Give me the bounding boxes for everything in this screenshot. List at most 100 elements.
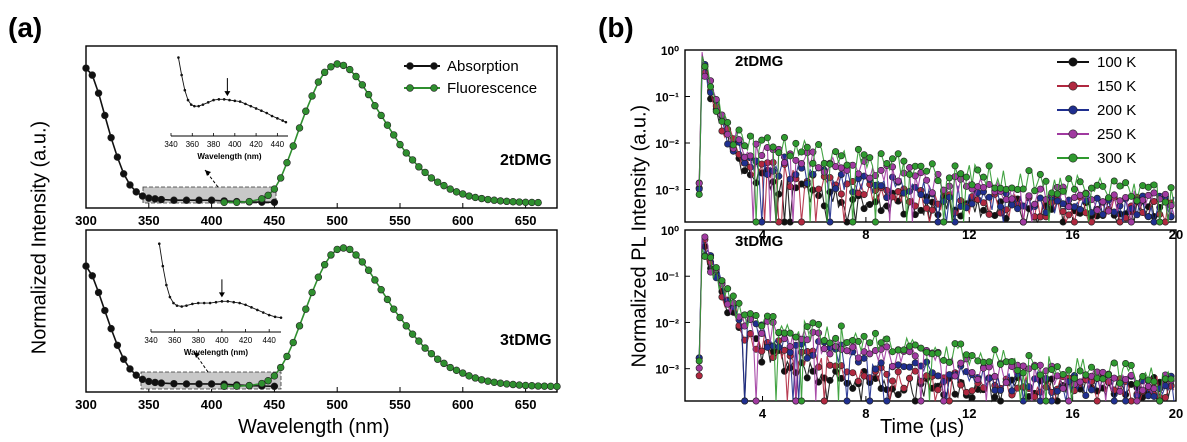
a-bottom-absorption-point xyxy=(126,365,134,373)
a-bottom-fluorescence-point xyxy=(452,366,461,375)
b-bottom-point xyxy=(934,349,942,357)
a-top-fluorescence-point xyxy=(477,194,486,203)
a-top-inset-tick-label: 360 xyxy=(186,140,200,149)
a-top-fluorescence-point xyxy=(383,121,392,129)
b-bottom-point xyxy=(695,364,703,372)
b-top-point xyxy=(752,179,760,187)
b-top-point xyxy=(786,152,794,160)
b-bottom-point xyxy=(889,362,897,370)
a-legend-label: Fluorescence xyxy=(447,80,537,97)
a-bottom-fluorescence-point xyxy=(540,382,549,390)
b-bottom-point xyxy=(1093,397,1101,405)
b-top-point xyxy=(1008,201,1016,209)
b-top-point xyxy=(741,159,749,167)
b-bottom-point xyxy=(815,363,823,371)
b-bottom-point xyxy=(962,351,970,359)
b-top-point xyxy=(940,218,948,226)
b-top-point xyxy=(917,191,925,199)
b-top-frame xyxy=(684,49,1177,223)
b-top-point xyxy=(741,167,749,175)
a-top-inset-tick-label: 440 xyxy=(271,140,285,149)
b-bottom-point xyxy=(1065,366,1073,374)
b-top-point xyxy=(877,150,885,158)
a-bottom-inset-point xyxy=(279,316,283,319)
a-bottom-fluorescence-point xyxy=(534,382,542,390)
a-top-absorption-point xyxy=(101,111,109,120)
b-top-point xyxy=(780,159,788,167)
b-bottom-point xyxy=(877,339,885,347)
b-legend-label: 200 K xyxy=(1097,102,1136,119)
b-bottom-point xyxy=(991,372,999,380)
b-top-point xyxy=(1076,205,1084,213)
b-bottom-point xyxy=(951,372,959,380)
b-bottom-point xyxy=(883,397,891,405)
b-top-point xyxy=(1150,198,1158,206)
b-top-point xyxy=(1025,167,1033,175)
a-top-fluorescence-point xyxy=(528,198,536,207)
b-bottom-point xyxy=(1105,371,1113,379)
a-bottom-fluorescence-point xyxy=(390,305,398,313)
b-bottom-point xyxy=(843,379,851,387)
a-bottom-fluorescence-point xyxy=(289,338,297,347)
b-top-point xyxy=(820,159,828,167)
b-top-point xyxy=(866,154,874,162)
b-bottom-point xyxy=(951,390,959,398)
a-bottom-sample-label: 3tDMG xyxy=(500,332,552,349)
a-bottom-x-tick-label: 650 xyxy=(515,397,537,412)
a-bottom-inset-tick-label: 360 xyxy=(168,336,182,345)
a-top-fluorescence-point xyxy=(333,60,341,68)
b-bottom-point xyxy=(1116,379,1124,387)
a-bottom-inset-point xyxy=(214,300,218,304)
a-top-inset-x-label: Wavelength (nm) xyxy=(197,152,261,161)
b-bottom-y-tick-label: 10⁻² xyxy=(655,316,679,330)
b-bottom-point xyxy=(849,384,857,392)
a-bottom-fluorescence-point xyxy=(314,273,323,281)
b-top-point xyxy=(1150,181,1158,189)
b-bottom-point xyxy=(923,348,931,356)
b-top-point xyxy=(803,179,811,187)
a-legend-marker xyxy=(406,84,414,92)
b-top-point xyxy=(809,159,817,167)
a-bottom-fluorescence-point xyxy=(440,359,448,368)
b-bottom-point xyxy=(883,335,891,343)
b-bottom-point xyxy=(866,339,874,347)
a-bottom-inset-point xyxy=(196,301,200,305)
b-bottom-point xyxy=(837,345,845,353)
b-bottom-point xyxy=(1110,359,1118,367)
a-top-absorption-point xyxy=(151,195,159,203)
b-top-point xyxy=(877,182,885,190)
a-top-fluorescence-point xyxy=(452,188,461,196)
b-bottom-point xyxy=(1110,374,1118,382)
a-bottom-x-tick-label: 300 xyxy=(75,397,97,412)
a-top-fluorescence-point xyxy=(308,92,316,100)
b-bottom-point xyxy=(849,369,857,377)
b-top-point xyxy=(832,148,840,156)
b-bottom-point xyxy=(1076,378,1084,386)
a-top-inset-point xyxy=(177,56,180,59)
b-top-point xyxy=(837,152,845,160)
a-bottom-fluorescence-point xyxy=(547,382,555,391)
b-top-point xyxy=(741,142,749,150)
b-bottom-point xyxy=(752,312,760,320)
a-bottom-fluorescence-point xyxy=(383,295,392,304)
b-top-point xyxy=(928,189,936,197)
b-top-point xyxy=(974,166,982,174)
b-top-point xyxy=(724,118,732,126)
a-bottom-fluorescence-point xyxy=(427,349,436,358)
b-top-point xyxy=(826,160,834,168)
a-top-fluorescence-point xyxy=(270,185,279,193)
b-bottom-point xyxy=(695,372,703,380)
b-bottom-x-tick-label: 16 xyxy=(1065,406,1079,421)
b-top-point xyxy=(792,184,800,192)
a-top-inset-point xyxy=(270,114,274,118)
a-bottom-fluorescence-point xyxy=(528,382,536,390)
b-top-point xyxy=(786,183,794,191)
b-bottom-point xyxy=(758,329,766,337)
a-bottom-inset-point xyxy=(168,295,172,299)
b-bottom-x-tick-label: 20 xyxy=(1169,406,1183,421)
b-bottom-x-tick-label: 4 xyxy=(759,406,767,421)
b-top-point xyxy=(997,203,1005,211)
a-top-inset-point xyxy=(265,111,269,115)
a-bottom-fluorescence-point xyxy=(553,382,561,391)
b-top-point xyxy=(798,148,806,156)
